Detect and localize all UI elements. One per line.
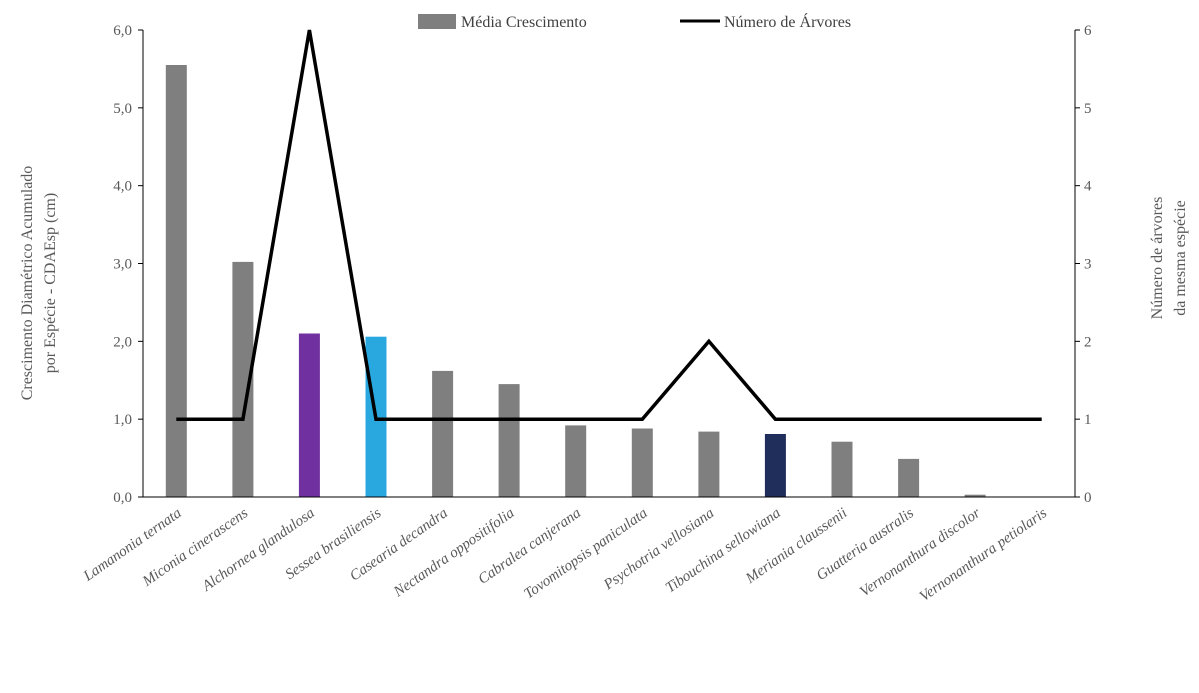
y2-tick-label: 5 <box>1084 101 1092 117</box>
category-label: Psychotria vellosiana <box>600 505 717 593</box>
bar <box>165 65 187 497</box>
bar <box>831 441 853 497</box>
y2-tick-label: 3 <box>1084 257 1092 273</box>
y-tick-label: 5,0 <box>113 101 132 117</box>
y-axis-title-line-2: por Espécie - CDAEsp (cm) <box>42 193 59 373</box>
bar <box>964 494 986 497</box>
y2-tick-label: 6 <box>1084 23 1092 39</box>
category-label: Tibouchina sellowiana <box>663 505 784 596</box>
y2-tick-label: 1 <box>1084 412 1092 428</box>
bar <box>232 261 254 497</box>
line-layer <box>176 29 1042 421</box>
bar <box>631 428 653 497</box>
y2-tick-label: 4 <box>1084 179 1092 195</box>
bar <box>565 425 587 497</box>
y2-tick-label: 2 <box>1084 334 1092 350</box>
y2-axis-title-line-1: Número de árvores <box>1149 197 1166 320</box>
bar <box>898 458 920 497</box>
y2-tick-label: 0 <box>1084 490 1092 506</box>
y-tick-label: 4,0 <box>113 179 132 195</box>
axes-layer <box>142 30 1076 498</box>
y-tick-label: 3,0 <box>113 257 132 273</box>
y-axis-title-line-1: Crescimento Diamétrico Acumulado <box>19 166 36 401</box>
bars-layer <box>165 65 986 497</box>
category-label: Vernonanthura petiolaris <box>917 505 1050 605</box>
bar <box>298 333 320 497</box>
bar <box>432 370 454 497</box>
y-tick-label: 1,0 <box>113 412 132 428</box>
category-label: Alchornea glandulosa <box>199 505 318 595</box>
legend-label-bars: Média Crescimento <box>461 14 587 31</box>
y2-axis-title-line-2: da mesma espécie <box>1172 200 1189 316</box>
ticks-layer: 0,0 1,0 2,0 3,0 4,0 5,0 6,0 0 1 2 3 4 5 6 <box>113 23 1092 506</box>
category-label: Nectandra oppositifolia <box>390 505 517 601</box>
y-tick-label: 6,0 <box>113 23 132 39</box>
y-tick-label: 2,0 <box>113 334 132 350</box>
category-label: Tovomitopsis paniculata <box>521 505 650 602</box>
category-label: Vernonanthura discolor <box>857 505 983 600</box>
trees-count-line <box>176 29 1042 421</box>
y-tick-label: 0,0 <box>113 490 132 506</box>
bar <box>498 384 520 497</box>
legend-label-line: Número de Árvores <box>724 12 851 31</box>
legend-bar-swatch <box>418 14 456 29</box>
bar <box>698 431 720 497</box>
bar <box>764 434 786 497</box>
legend: Média Crescimento Número de Árvores <box>418 12 851 31</box>
